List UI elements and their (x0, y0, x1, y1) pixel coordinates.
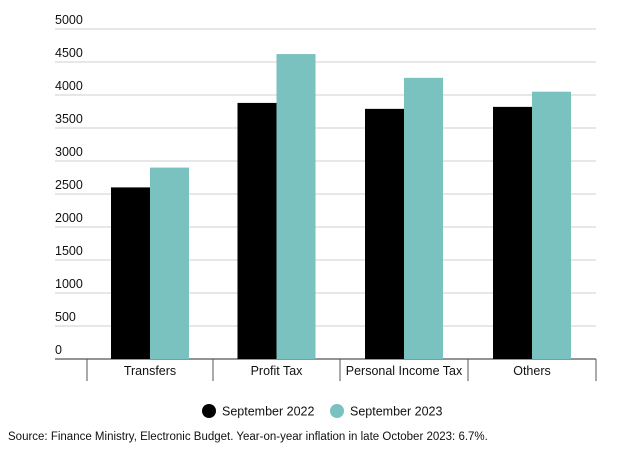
y-tick-label: 2500 (55, 178, 83, 192)
y-tick-label: 0 (55, 343, 62, 357)
source-note: Source: Finance Ministry, Electronic Bud… (8, 431, 488, 443)
legend-label: September 2022 (222, 405, 314, 419)
x-tick-label: Others (513, 364, 551, 378)
y-tick-label: 4500 (55, 46, 83, 60)
y-tick-label: 2000 (55, 211, 83, 225)
bar-sep-2023 (532, 91, 571, 359)
y-tick-label: 1000 (55, 277, 83, 291)
bar-sep-2022 (365, 108, 404, 359)
bar-sep-2023 (150, 167, 189, 359)
bar-sep-2023 (276, 54, 316, 360)
x-tick-label: Transfers (124, 364, 176, 378)
bar-sep-2022 (237, 102, 277, 360)
y-tick-label: 500 (55, 310, 76, 324)
y-tick-label: 3500 (55, 112, 83, 126)
x-tick-label: Profit Tax (251, 364, 304, 378)
bar-sep-2022 (111, 187, 150, 359)
y-tick-label: 1500 (55, 244, 83, 258)
bar-sep-2023 (404, 77, 443, 359)
y-tick-label: 4000 (55, 79, 83, 93)
legend-marker (330, 404, 344, 418)
x-tick-label: Personal Income Tax (346, 364, 463, 378)
legend-label: September 2023 (350, 405, 442, 419)
bar-sep-2022 (493, 106, 532, 359)
y-tick-label: 5000 (55, 13, 83, 27)
legend-marker (202, 404, 216, 418)
y-tick-label: 3000 (55, 145, 83, 159)
